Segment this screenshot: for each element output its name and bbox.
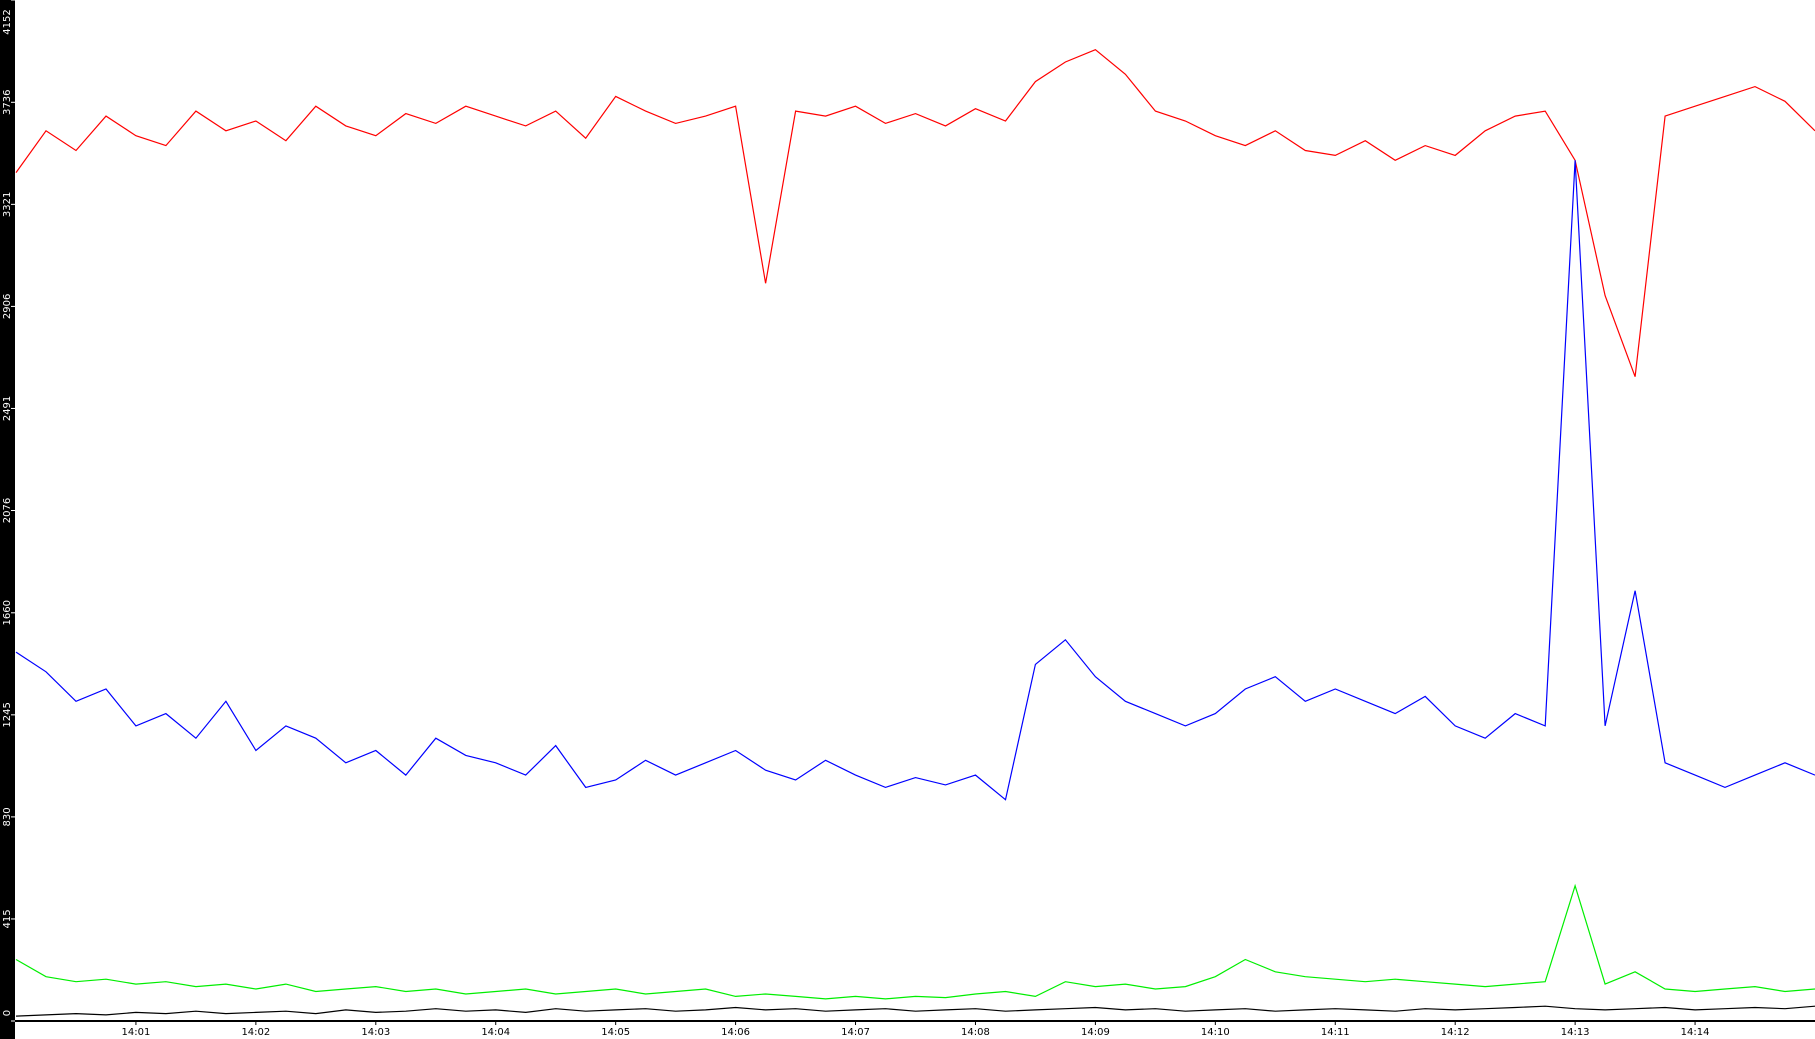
x-tick-label: 14:13: [1561, 1027, 1590, 1038]
y-tick-label: 1245: [2, 702, 13, 727]
series-line: [15, 49, 1815, 377]
x-tick-label: 14:10: [1201, 1027, 1230, 1038]
x-tick-label: 14:07: [841, 1027, 870, 1038]
x-tick-label: 14:09: [1081, 1027, 1110, 1038]
x-tick-label: 14:01: [122, 1027, 151, 1038]
series-line: [15, 160, 1815, 801]
x-tick-label: 14:08: [961, 1027, 990, 1038]
y-tick-label: 2076: [2, 498, 13, 523]
series-line: [15, 883, 1815, 1000]
y-tick-label: 2491: [2, 396, 13, 421]
y-axis-strip: [0, 0, 15, 1039]
x-tick-label: 14:02: [241, 1027, 270, 1038]
x-tick-label: 14:04: [481, 1027, 510, 1038]
y-tick-label: 2906: [2, 294, 13, 319]
y-tick-label: 4152: [2, 9, 13, 34]
x-tick-label: 14:14: [1681, 1027, 1710, 1038]
y-tick-label: 830: [2, 807, 13, 826]
x-tick-label: 14:05: [601, 1027, 630, 1038]
y-tick-label: 415: [2, 909, 13, 928]
y-tick-label: 3321: [2, 192, 13, 217]
y-tick-label: 3736: [2, 90, 13, 115]
y-tick-label: 0: [2, 1010, 13, 1016]
x-tick-label: 14:06: [721, 1027, 750, 1038]
x-tick-label: 14:12: [1441, 1027, 1470, 1038]
x-tick-label: 14:03: [361, 1027, 390, 1038]
series-line: [15, 1005, 1815, 1017]
x-tick-label: 14:11: [1321, 1027, 1350, 1038]
y-tick-label: 1660: [2, 600, 13, 625]
